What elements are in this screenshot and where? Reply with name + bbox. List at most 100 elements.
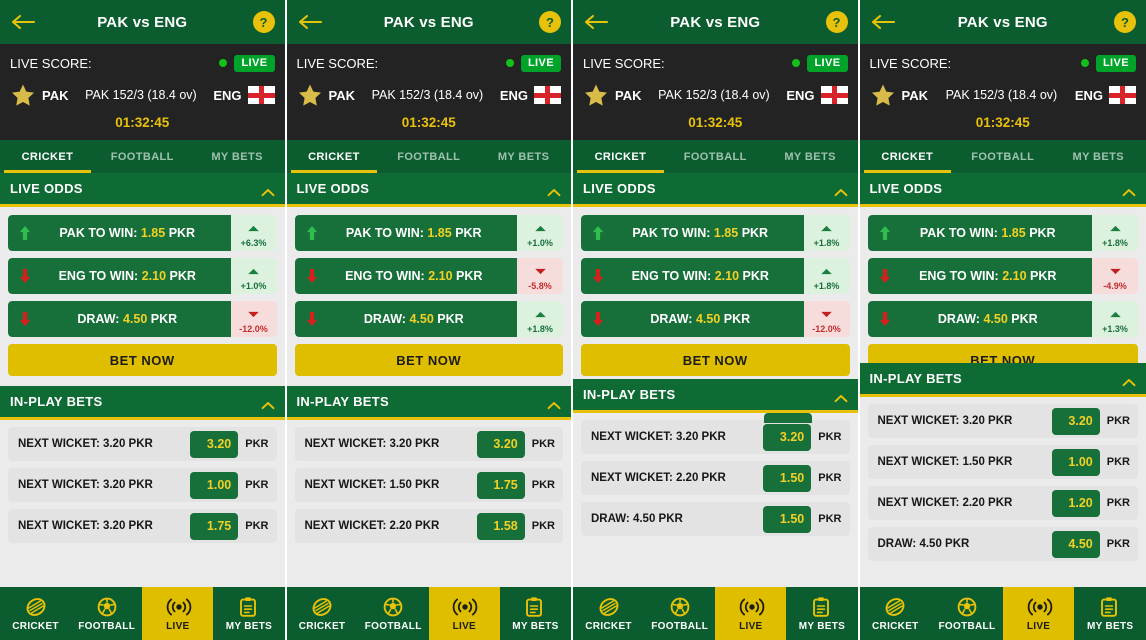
nav-item-live[interactable]: LIVE (715, 587, 787, 640)
odds-main[interactable]: DRAW: 4.50 PKR (8, 301, 231, 337)
nav-item-cricket[interactable]: CRICKET (860, 587, 932, 640)
bet-odds-value[interactable]: 1.75 (190, 512, 239, 540)
tab-my-bets[interactable]: MY BETS (497, 150, 550, 163)
chevron-up-icon[interactable] (1122, 374, 1136, 387)
odds-main[interactable]: PAK TO WIN: 1.85 PKR (294, 215, 517, 251)
odds-main[interactable]: PAK TO WIN: 1.85 PKR (867, 215, 1092, 251)
odds-main[interactable]: DRAW: 4.50 PKR (581, 301, 804, 337)
live-odds-header[interactable]: LIVE ODDS (286, 173, 571, 207)
nav-item-football[interactable]: FOOTBALL (931, 587, 1003, 640)
odds-main[interactable]: DRAW: 4.50 PKR (294, 301, 517, 337)
tab-cricket[interactable]: CRICKET (860, 140, 956, 173)
nav-item-my-bets[interactable]: MY BETS (786, 587, 857, 640)
nav-item-football[interactable]: FOOTBALL (71, 587, 142, 640)
odds-row[interactable]: PAK TO WIN: 1.85 PKR +1.0% (294, 215, 563, 251)
bet-odds-value[interactable]: 3.20 (476, 430, 525, 458)
odds-main[interactable]: ENG TO WIN: 2.10 PKR (581, 258, 804, 294)
in-play-bets-header[interactable]: IN-PLAY BETS (0, 386, 285, 420)
help-icon[interactable]: ? (1114, 11, 1136, 33)
bet-now-button[interactable]: BET NOW (294, 344, 563, 376)
bet-row[interactable]: DRAW: 4.50 PKR 4.50 PKR (867, 527, 1138, 561)
odds-main[interactable]: DRAW: 4.50 PKR (867, 301, 1092, 337)
tab-football[interactable]: FOOTBALL (110, 150, 174, 163)
tab-football[interactable]: FOOTBALL (397, 150, 461, 163)
tab-my-bets[interactable]: MY BETS (784, 150, 836, 163)
nav-item-football[interactable]: FOOTBALL (358, 587, 429, 640)
bet-row[interactable]: NEXT WICKET: 3.20 PKR 3.20 PKR (867, 404, 1138, 438)
bet-row[interactable]: NEXT WICKET: 3.20 PKR 3.20 PKR (581, 420, 850, 454)
odds-row[interactable]: DRAW: 4.50 PKR +1.8% (294, 301, 563, 337)
odds-row[interactable]: DRAW: 4.50 PKR -12.0% (581, 301, 850, 337)
chevron-up-icon[interactable] (547, 397, 561, 410)
chevron-up-icon[interactable] (1122, 184, 1136, 197)
nav-item-cricket[interactable]: CRICKET (573, 587, 644, 640)
in-play-bets-header[interactable]: IN-PLAY BETS (859, 363, 1146, 397)
tab-football[interactable]: FOOTBALL (971, 150, 1035, 163)
odds-row[interactable]: PAK TO WIN: 1.85 PKR +6.3% (8, 215, 277, 251)
bet-row[interactable]: NEXT WICKET: 2.20 PKR 1.20 PKR (867, 486, 1138, 520)
nav-item-cricket[interactable]: CRICKET (287, 587, 358, 640)
bet-odds-value[interactable]: 1.00 (1051, 448, 1100, 476)
odds-row[interactable]: ENG TO WIN: 2.10 PKR -5.8% (294, 258, 563, 294)
chevron-up-icon[interactable] (547, 184, 561, 197)
odds-row[interactable]: PAK TO WIN: 1.85 PKR +1.8% (581, 215, 850, 251)
bet-row[interactable]: NEXT WICKET: 3.20 PKR 1.75 PKR (8, 509, 277, 543)
tab-football[interactable]: FOOTBALL (683, 150, 747, 163)
bet-row[interactable]: NEXT WICKET: 1.50 PKR 1.75 PKR (294, 468, 563, 502)
bet-odds-value[interactable]: 1.58 (476, 512, 525, 540)
chevron-up-icon[interactable] (834, 184, 848, 197)
bet-row[interactable]: DRAW: 4.50 PKR 1.50 PKR (581, 502, 850, 536)
help-icon[interactable]: ? (252, 11, 275, 33)
odds-main[interactable]: ENG TO WIN: 2.10 PKR (294, 258, 517, 294)
back-arrow-icon[interactable] (10, 12, 36, 32)
odds-row[interactable]: ENG TO WIN: 2.10 PKR -4.9% (867, 258, 1138, 294)
tab-cricket[interactable]: CRICKET (0, 140, 95, 173)
nav-item-my-bets[interactable]: MY BETS (213, 587, 284, 640)
chevron-up-icon[interactable] (261, 397, 275, 410)
odds-row[interactable]: PAK TO WIN: 1.85 PKR +1.8% (867, 215, 1138, 251)
bet-odds-value[interactable]: 3.20 (1051, 407, 1100, 435)
bet-row[interactable]: NEXT WICKET: 2.20 PKR 1.58 PKR (294, 509, 563, 543)
odds-row[interactable]: DRAW: 4.50 PKR -12.0% (8, 301, 277, 337)
bet-odds-value[interactable]: 3.20 (763, 423, 812, 451)
nav-item-cricket[interactable]: CRICKET (0, 587, 71, 640)
in-play-bets-header[interactable]: IN-PLAY BETS (573, 379, 858, 413)
in-play-bets-header[interactable]: IN-PLAY BETS (286, 386, 571, 420)
bet-row[interactable]: NEXT WICKET: 3.20 PKR 3.20 PKR (8, 427, 277, 461)
tab-my-bets[interactable]: MY BETS (211, 150, 263, 163)
nav-item-live[interactable]: LIVE (1002, 587, 1075, 640)
bet-odds-value[interactable]: 1.75 (476, 471, 525, 499)
bet-odds-value[interactable]: 1.50 (763, 464, 812, 492)
help-icon[interactable]: ? (539, 11, 561, 33)
nav-item-football[interactable]: FOOTBALL (644, 587, 715, 640)
tab-my-bets[interactable]: MY BETS (1072, 150, 1124, 163)
bet-row[interactable]: NEXT WICKET: 1.50 PKR 1.00 PKR (867, 445, 1138, 479)
odds-row[interactable]: ENG TO WIN: 2.10 PKR +1.0% (8, 258, 277, 294)
nav-item-live[interactable]: LIVE (428, 587, 500, 640)
bet-row[interactable]: NEXT WICKET: 2.20 PKR 1.50 PKR (581, 461, 850, 495)
chevron-up-icon[interactable] (834, 390, 848, 403)
live-odds-header[interactable]: LIVE ODDS (859, 173, 1146, 207)
bet-now-button[interactable]: BET NOW (581, 344, 850, 376)
bet-odds-value[interactable]: 3.20 (190, 430, 239, 458)
back-arrow-icon[interactable] (297, 12, 323, 32)
bet-odds-value[interactable]: 1.20 (1051, 489, 1100, 517)
bet-row[interactable]: NEXT WICKET: 3.20 PKR 1.00 PKR (8, 468, 277, 502)
odds-main[interactable]: ENG TO WIN: 2.10 PKR (8, 258, 231, 294)
help-icon[interactable]: ? (825, 11, 848, 33)
bet-now-button[interactable]: BET NOW (8, 344, 277, 376)
odds-main[interactable]: PAK TO WIN: 1.85 PKR (8, 215, 231, 251)
chevron-up-icon[interactable] (261, 184, 275, 197)
odds-row[interactable]: ENG TO WIN: 2.10 PKR +1.8% (581, 258, 850, 294)
bet-odds-value[interactable]: 1.00 (190, 471, 239, 499)
back-arrow-icon[interactable] (583, 12, 609, 32)
nav-item-my-bets[interactable]: MY BETS (500, 587, 571, 640)
tab-cricket[interactable]: CRICKET (573, 140, 668, 173)
odds-main[interactable]: ENG TO WIN: 2.10 PKR (867, 258, 1092, 294)
nav-item-live[interactable]: LIVE (142, 587, 214, 640)
back-arrow-icon[interactable] (870, 12, 896, 32)
tab-cricket[interactable]: CRICKET (287, 140, 382, 173)
live-odds-header[interactable]: LIVE ODDS (0, 173, 285, 207)
odds-main[interactable]: PAK TO WIN: 1.85 PKR (581, 215, 804, 251)
live-odds-header[interactable]: LIVE ODDS (573, 173, 858, 207)
